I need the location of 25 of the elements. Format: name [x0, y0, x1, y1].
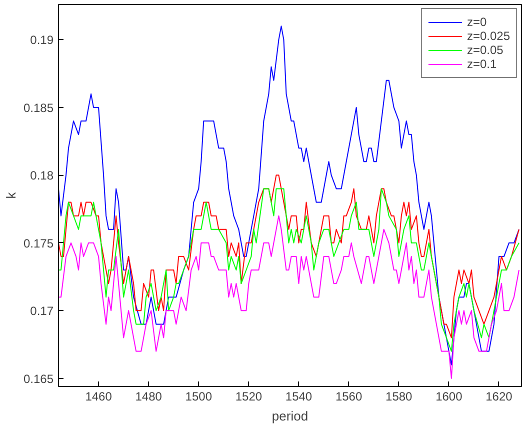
x-tick-label: 1460 [85, 390, 112, 404]
x-tick-label: 1620 [486, 390, 513, 404]
y-tick-label: 0.165 [23, 372, 54, 386]
x-tick-label: 1540 [285, 390, 312, 404]
y-tick-label: 0.175 [23, 236, 54, 250]
line-series [58, 215, 520, 379]
legend-label: z=0.025 [466, 29, 510, 43]
legend-label: z=0.1 [466, 57, 497, 71]
line-series [58, 174, 520, 338]
y-tick-label: 0.17 [30, 304, 54, 318]
x-tick-label: 1480 [135, 390, 162, 404]
x-tick-label: 1560 [335, 390, 362, 404]
legend-label: z=0.05 [466, 43, 504, 57]
y-tick-label: 0.185 [23, 100, 54, 115]
x-tick-label: 1500 [185, 390, 212, 404]
line-series [58, 26, 520, 366]
y-axis-title: k [3, 192, 18, 199]
x-tick-label: 1520 [235, 390, 262, 404]
x-tick-label: 1580 [386, 390, 413, 404]
y-tick-label: 0.18 [30, 168, 54, 183]
line-series [58, 188, 520, 352]
y-tick-label: 0.19 [30, 33, 54, 48]
x-axis-title: period [272, 408, 308, 424]
x-tick-label: 1600 [436, 390, 463, 404]
legend-label: z=0 [466, 15, 487, 29]
